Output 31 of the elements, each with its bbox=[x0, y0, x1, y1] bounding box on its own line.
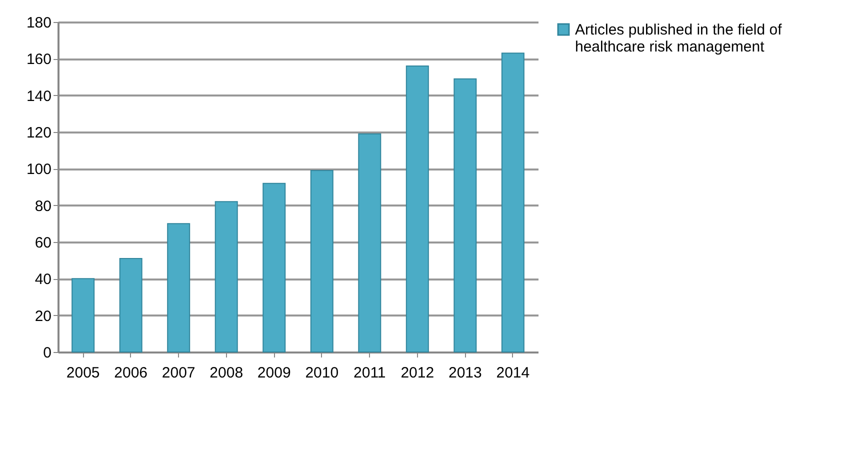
x-tick-label: 2013 bbox=[448, 364, 482, 382]
bar bbox=[72, 278, 95, 352]
y-tick-label: 40 bbox=[34, 271, 52, 288]
y-tick-label: 120 bbox=[26, 124, 52, 142]
y-tick-label: 160 bbox=[26, 51, 52, 68]
y-tick-label: 140 bbox=[26, 88, 52, 105]
bar bbox=[214, 201, 238, 352]
y-tick-label: 80 bbox=[34, 198, 52, 215]
bar bbox=[454, 78, 477, 352]
y-tick-label: 0 bbox=[43, 344, 52, 362]
x-tick-label: 2009 bbox=[257, 364, 291, 382]
bar bbox=[119, 258, 142, 352]
legend-label: Articles published in the field of healthcare risk management bbox=[575, 22, 783, 56]
bar bbox=[501, 52, 524, 352]
bar bbox=[262, 182, 286, 352]
bar bbox=[358, 133, 382, 352]
y-tick-label: 180 bbox=[26, 14, 52, 32]
x-tick-label: 2010 bbox=[305, 364, 339, 382]
x-tick-label: 2014 bbox=[496, 364, 530, 382]
x-tick-label: 2007 bbox=[162, 364, 196, 382]
bar bbox=[406, 66, 429, 352]
x-tick-label: 2011 bbox=[354, 364, 386, 382]
bar bbox=[167, 223, 190, 352]
y-tick-label: 20 bbox=[34, 308, 52, 325]
x-tick-label: 2005 bbox=[66, 364, 100, 382]
bar bbox=[310, 170, 334, 352]
x-tick-label: 2006 bbox=[114, 364, 148, 382]
y-tick-label: 60 bbox=[34, 234, 52, 252]
x-tick-label: 2012 bbox=[400, 364, 434, 382]
x-tick-label: 2008 bbox=[210, 364, 244, 382]
y-tick-label: 100 bbox=[26, 161, 52, 178]
